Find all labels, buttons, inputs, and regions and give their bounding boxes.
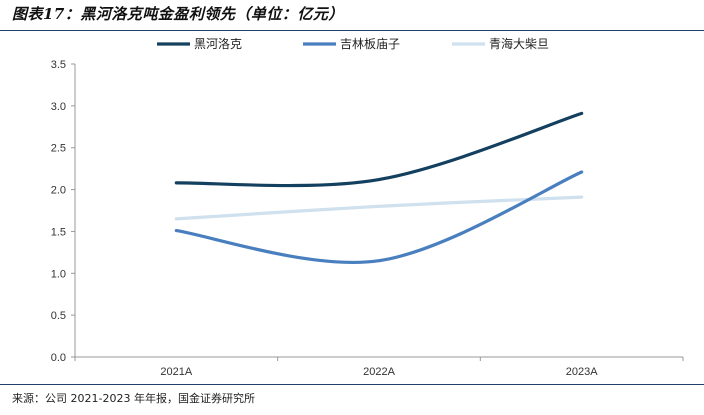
x-tick-label: 2023A [566,366,598,378]
y-tick-label: 0.5 [51,310,66,322]
series-line-0 [174,111,584,188]
y-tick-label: 3.5 [51,59,66,71]
y-tick-label: 2.5 [51,143,66,155]
y-tick-label: 3.0 [51,101,66,113]
top-rule [0,30,704,31]
x-tick-label: 2022A [363,366,395,378]
x-tick-label: 2021A [160,366,192,378]
y-tick-label: 1.5 [51,226,66,238]
legend: 黑河洛克 吉林板庙子 青海大柴旦 [157,36,549,51]
y-tick-label: 1.0 [51,268,66,280]
series-layer [174,111,584,265]
legend-label-2: 青海大柴旦 [489,36,549,51]
figure-title: 图表17：黑河洛克吨金盈利领先（单位：亿元） [12,5,344,23]
series-line-1 [174,170,584,265]
legend-label-0: 黑河洛克 [194,36,242,51]
axes: 0.0 0.5 1.0 1.5 2.0 2.5 3.0 3.5 2021A 2022A 2023A [51,59,684,378]
bottom-rule [0,384,704,385]
y-tick-label: 2.0 [51,185,66,197]
y-tick-label: 0.0 [51,352,66,364]
series-line-2 [174,195,584,221]
source-note: 来源：公司 2021-2023 年年报，国金证券研究所 [12,392,255,405]
legend-label-1: 吉林板庙子 [340,37,400,51]
